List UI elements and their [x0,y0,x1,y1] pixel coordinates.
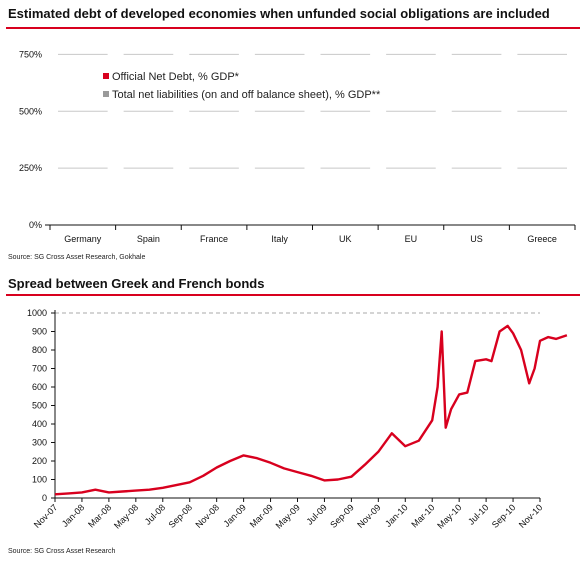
x-tick-label: Mar-09 [248,502,275,529]
x-tick-label: Jan-10 [383,502,410,529]
x-tick-label: Sep-09 [328,502,356,530]
x-tick-label: Mar-08 [86,502,113,529]
chart2-title-rule [6,294,580,296]
legend-label: Official Net Debt, % GDP* [112,71,240,83]
x-tick-label: US [470,234,483,244]
x-tick-label: Spain [137,234,160,244]
debt-bar-chart: 0% 250% 500% 750% Germany Spain France Italy UK E… [19,49,576,244]
x-tick-label: Italy [271,234,288,244]
chart2-title: Spread between Greek and French bonds [8,276,265,291]
x-tick-label: May-09 [274,502,302,530]
x-tick-label: Jul-09 [304,502,328,526]
y-tick-label: 500% [19,106,42,116]
y-tick-label: 100 [32,475,47,485]
x-tick-label: Sep-08 [167,502,195,530]
y-tick-label: 0 [42,493,47,503]
x-tick-label: Nov-09 [355,502,383,530]
y-tick-label: 800 [32,345,47,355]
x-tick-label: Greece [527,234,557,244]
x-tick-label: Jan-09 [221,502,248,529]
chart2-source: Source: SG Cross Asset Research [8,548,116,555]
legend-swatch [103,91,109,97]
y-tick-label: 250% [19,163,42,173]
x-tick-label: May-08 [112,502,140,530]
x-tick-label: Mar-10 [409,502,436,529]
y-tick-label: 400 [32,419,47,429]
y-tick-label: 750% [19,49,42,59]
x-tick-label: Jul-10 [466,502,490,526]
x-tick-label: UK [339,234,352,244]
x-tick-label: Jul-08 [143,502,167,526]
chart1-title-rule [6,27,580,29]
y-tick-label: 600 [32,382,47,392]
x-tick-label: EU [405,234,418,244]
x-tick-label: Sep-10 [490,502,518,530]
y-tick-label: 0% [29,220,42,230]
legend-label: Total net liabilities (on and off balanc… [112,89,381,101]
y-tick-label: 1000 [27,308,47,318]
y-tick-label: 700 [32,364,47,374]
y-tick-label: 500 [32,401,47,411]
x-tick-label: France [200,234,228,244]
y-tick-label: 900 [32,327,47,337]
y-tick-label: 300 [32,438,47,448]
x-tick-label: Jan-08 [60,502,87,529]
legend-swatch [103,73,109,79]
chart1-source: Source: SG Cross Asset Research, Gokhale [8,254,146,261]
x-tick-label: Nov-10 [517,502,545,530]
x-tick-label: Nov-07 [32,502,60,530]
x-tick-label: Germany [64,234,102,244]
spread-series-line [54,324,568,496]
y-tick-label: 200 [32,456,47,466]
x-tick-label: May-10 [435,502,463,530]
chart1-title: Estimated debt of developed economies wh… [8,6,550,21]
x-tick-label: Nov-08 [193,502,221,530]
